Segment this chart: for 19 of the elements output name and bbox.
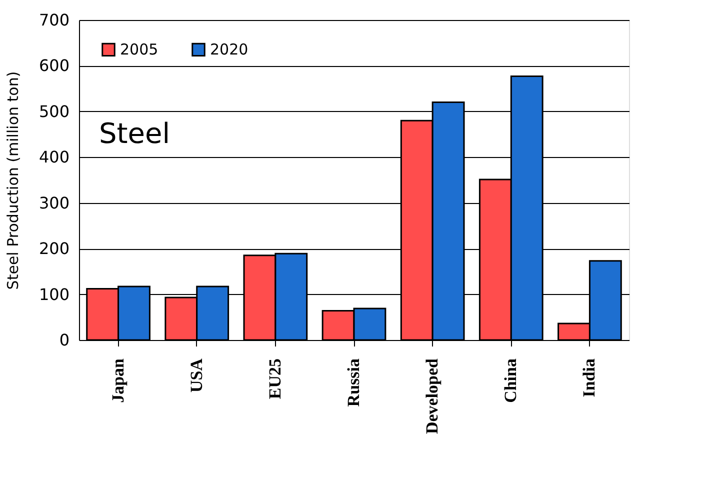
x-tick-label: China — [501, 358, 520, 403]
x-tick-label: Developed — [422, 358, 442, 434]
x-tick-label: Japan — [108, 358, 128, 403]
y-tick-label: 300 — [38, 193, 70, 212]
x-tick-label: Russia — [344, 358, 363, 407]
y-tick-label: 200 — [38, 239, 70, 258]
x-tick-label: India — [580, 358, 599, 398]
y-tick-label: 600 — [38, 56, 70, 76]
y-tick-label: 500 — [38, 102, 70, 121]
y-axis-title: Steel Production (million ton) — [4, 71, 22, 290]
annotation: Steel — [99, 117, 170, 150]
y-tick-label: 0 — [59, 330, 70, 350]
y-tick-label: 700 — [38, 10, 70, 30]
legend-label: 2005 — [120, 40, 158, 59]
x-tick-label: USA — [186, 358, 206, 393]
y-tick-label: 400 — [38, 148, 70, 167]
legend-label: 2020 — [210, 40, 248, 59]
x-tick-label: EU25 — [265, 358, 284, 400]
y-tick-label: 100 — [38, 284, 70, 304]
